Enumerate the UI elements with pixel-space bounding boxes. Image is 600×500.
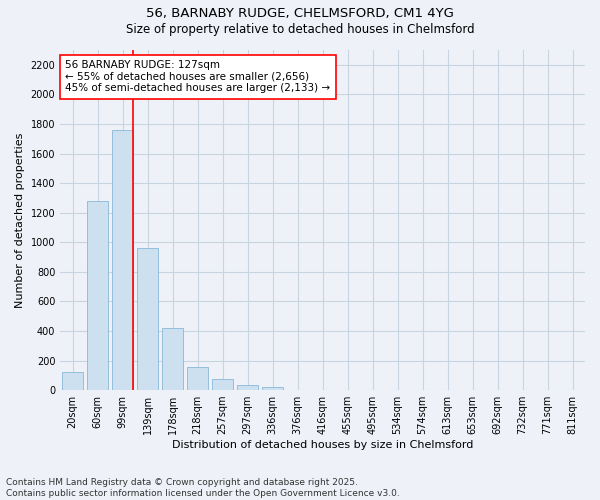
Bar	[162, 328, 183, 390]
Bar	[87, 201, 108, 390]
Text: Contains HM Land Registry data © Crown copyright and database right 2025.
Contai: Contains HM Land Registry data © Crown c…	[6, 478, 400, 498]
Bar	[262, 387, 283, 390]
Text: Size of property relative to detached houses in Chelmsford: Size of property relative to detached ho…	[125, 22, 475, 36]
Text: 56, BARNABY RUDGE, CHELMSFORD, CM1 4YG: 56, BARNABY RUDGE, CHELMSFORD, CM1 4YG	[146, 8, 454, 20]
Bar	[237, 385, 258, 390]
Bar	[112, 130, 133, 390]
X-axis label: Distribution of detached houses by size in Chelmsford: Distribution of detached houses by size …	[172, 440, 473, 450]
Text: 56 BARNABY RUDGE: 127sqm
← 55% of detached houses are smaller (2,656)
45% of sem: 56 BARNABY RUDGE: 127sqm ← 55% of detach…	[65, 60, 331, 94]
Bar	[137, 248, 158, 390]
Y-axis label: Number of detached properties: Number of detached properties	[15, 132, 25, 308]
Bar	[212, 379, 233, 390]
Bar	[187, 367, 208, 390]
Bar	[62, 372, 83, 390]
